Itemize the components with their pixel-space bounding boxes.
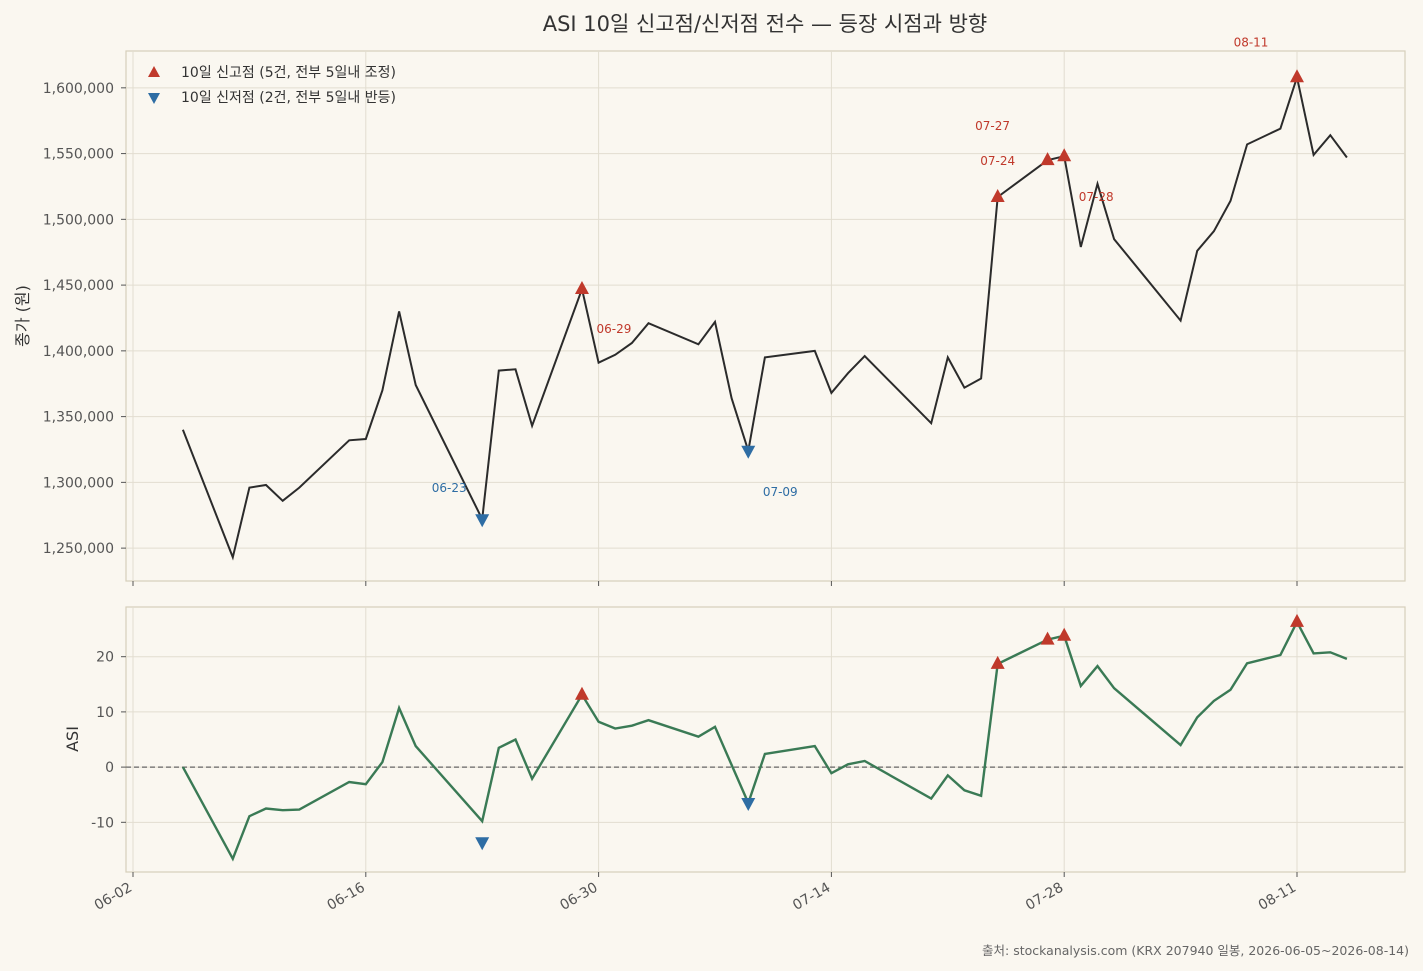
y-tick-label: 20	[96, 650, 114, 666]
new-low-date-label: 06-23	[432, 481, 467, 495]
asi-line	[181, 619, 1348, 862]
asi-panel-frame	[125, 606, 1406, 873]
price-annotations: 06-29 07-24 07-27 07-28 08-11 06-23 07-09	[432, 35, 1269, 498]
y-tick-label: 1,350,000	[43, 410, 114, 426]
new-high-marker	[1057, 627, 1072, 641]
price-y-axis: 1,250,000 1,300,000 1,350,000 1,400,000 1,45…	[43, 81, 126, 557]
x-tick-label: 08-11	[1256, 880, 1299, 914]
new-low-marker	[741, 797, 756, 811]
y-tick-label: 0	[105, 760, 114, 776]
x-tick-label: 06-30	[557, 880, 600, 914]
price-line	[181, 73, 1348, 561]
price-panel: 1,250,000 1,300,000 1,350,000 1,400,000 1,45…	[13, 35, 1406, 586]
y-tick-label: 1,300,000	[43, 475, 114, 491]
x-tick-label: 07-28	[1023, 880, 1066, 914]
asi-y-label: ASI	[63, 726, 82, 752]
new-high-date-label: 07-27	[975, 119, 1010, 133]
new-high-marker	[574, 281, 589, 295]
legend-low-label: 10일 신저점 (2건, 전부 5일내 반등)	[181, 90, 396, 106]
asi-grid	[126, 607, 1405, 872]
new-high-marker	[1290, 613, 1304, 627]
legend-high-label: 10일 신고점 (5건, 전부 5일내 조정)	[181, 65, 396, 81]
new-high-marker	[990, 655, 1005, 669]
price-panel-frame	[125, 50, 1406, 582]
y-tick-label: 1,450,000	[43, 278, 114, 294]
source-note: 출처: stockanalysis.com (KRX 207940 일봉, 20…	[982, 943, 1409, 958]
new-high-marker	[574, 686, 589, 700]
legend: 10일 신고점 (5건, 전부 5일내 조정) 10일 신저점 (2건, 전부 …	[148, 65, 396, 106]
y-tick-label: 1,400,000	[43, 344, 114, 360]
price-x-axis	[132, 581, 1298, 586]
new-high-marker	[1290, 69, 1304, 83]
new-high-marker	[1057, 148, 1072, 162]
legend-low-marker	[148, 93, 160, 104]
y-tick-label: 10	[96, 705, 114, 721]
x-tick-label: 06-02	[92, 880, 135, 914]
asi-markers	[475, 613, 1304, 851]
y-tick-label: 1,550,000	[43, 147, 114, 163]
new-low-date-label: 07-09	[763, 485, 798, 499]
price-grid	[126, 51, 1405, 581]
new-high-date-label: 06-29	[597, 322, 632, 336]
new-low-marker	[475, 514, 490, 528]
new-low-marker	[475, 837, 490, 851]
x-tick-label: 07-14	[790, 880, 833, 914]
price-y-label: 종가 (원)	[13, 285, 32, 347]
asi-x-axis: 06-02 06-16 06-30 07-14 07-28 08-11	[92, 872, 1299, 914]
y-tick-label: 1,500,000	[43, 212, 114, 228]
x-tick-label: 06-16	[325, 880, 368, 914]
y-tick-label: 1,600,000	[43, 81, 114, 97]
new-high-date-label: 07-28	[1079, 190, 1114, 204]
new-high-date-label: 08-11	[1234, 35, 1269, 49]
y-tick-label: 1,250,000	[43, 541, 114, 557]
y-tick-label: -10	[91, 815, 114, 831]
chart-title: ASI 10일 신고점/신저점 전수 — 등장 시점과 방향	[543, 12, 988, 36]
new-high-marker	[1040, 631, 1055, 645]
new-high-marker	[1040, 152, 1055, 166]
asi-y-axis: -10 0 10 20	[91, 650, 126, 831]
new-low-marker	[741, 445, 756, 459]
new-high-marker	[990, 188, 1005, 202]
price-markers	[475, 69, 1304, 528]
legend-high-marker	[148, 66, 160, 77]
new-high-date-label: 07-24	[980, 154, 1015, 168]
